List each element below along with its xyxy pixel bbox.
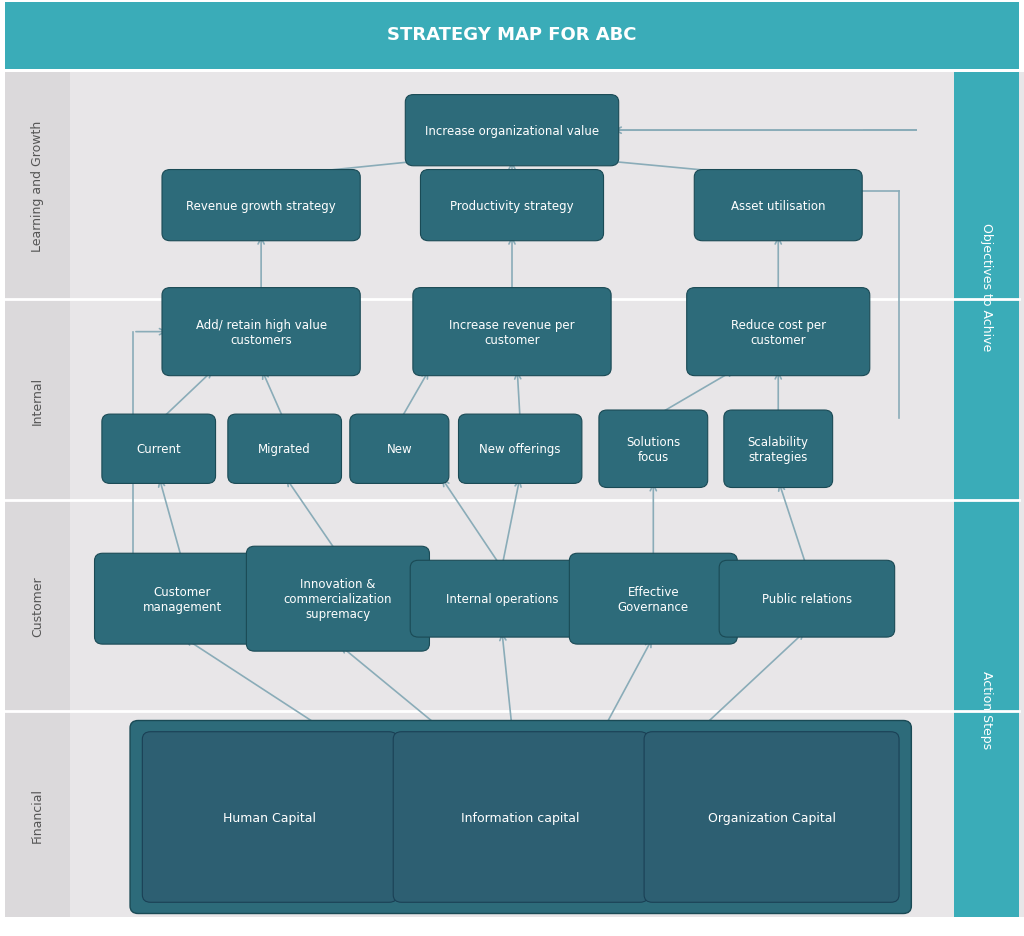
FancyBboxPatch shape [421, 170, 603, 241]
FancyBboxPatch shape [94, 554, 270, 644]
FancyBboxPatch shape [350, 415, 449, 484]
FancyBboxPatch shape [724, 411, 833, 488]
FancyBboxPatch shape [687, 288, 869, 376]
Text: Reduce cost per
customer: Reduce cost per customer [731, 318, 825, 346]
FancyBboxPatch shape [142, 732, 397, 902]
Text: Objectives to Achive: Objectives to Achive [980, 223, 993, 351]
Text: New offerings: New offerings [479, 443, 561, 456]
Text: New: New [386, 443, 413, 456]
Text: Innovation &
commercialization
supremacy: Innovation & commercialization supremacy [284, 578, 392, 621]
FancyBboxPatch shape [247, 547, 429, 651]
Text: Customer
management: Customer management [142, 585, 222, 613]
FancyBboxPatch shape [5, 3, 1019, 70]
FancyBboxPatch shape [162, 288, 360, 376]
FancyBboxPatch shape [130, 721, 911, 914]
Text: Migrated: Migrated [258, 443, 311, 456]
Text: Scalability
strategies: Scalability strategies [748, 435, 809, 463]
Text: Asset utilisation: Asset utilisation [731, 199, 825, 212]
FancyBboxPatch shape [228, 415, 342, 484]
Text: Productivity strategy: Productivity strategy [451, 199, 573, 212]
FancyBboxPatch shape [459, 415, 582, 484]
Text: Customer: Customer [31, 576, 44, 636]
FancyBboxPatch shape [719, 561, 895, 637]
Text: Financial: Financial [31, 787, 44, 841]
FancyBboxPatch shape [5, 73, 1024, 917]
FancyBboxPatch shape [5, 73, 70, 917]
FancyBboxPatch shape [162, 170, 360, 241]
Text: Information capital: Information capital [462, 811, 580, 824]
Text: Learning and Growth: Learning and Growth [31, 121, 44, 252]
FancyBboxPatch shape [411, 561, 593, 637]
FancyBboxPatch shape [644, 732, 899, 902]
Text: Effective
Governance: Effective Governance [617, 585, 689, 613]
Text: Current: Current [136, 443, 181, 456]
Text: Action Steps: Action Steps [980, 670, 993, 748]
Text: Internal operations: Internal operations [445, 592, 558, 606]
FancyBboxPatch shape [954, 73, 1019, 917]
Text: Human Capital: Human Capital [223, 811, 316, 824]
Text: Increase organizational value: Increase organizational value [425, 124, 599, 138]
FancyBboxPatch shape [393, 732, 648, 902]
Text: Add/ retain high value
customers: Add/ retain high value customers [196, 318, 327, 346]
Text: Increase revenue per
customer: Increase revenue per customer [450, 318, 574, 346]
Text: Solutions
focus: Solutions focus [627, 435, 680, 463]
Text: Revenue growth strategy: Revenue growth strategy [186, 199, 336, 212]
FancyBboxPatch shape [599, 411, 708, 488]
Text: Organization Capital: Organization Capital [708, 811, 836, 824]
FancyBboxPatch shape [102, 415, 216, 484]
FancyBboxPatch shape [694, 170, 862, 241]
Text: Internal: Internal [31, 376, 44, 424]
Text: Public relations: Public relations [762, 592, 852, 606]
Text: STRATEGY MAP FOR ABC: STRATEGY MAP FOR ABC [387, 26, 637, 44]
FancyBboxPatch shape [413, 288, 611, 376]
FancyBboxPatch shape [406, 95, 618, 167]
FancyBboxPatch shape [569, 554, 737, 644]
